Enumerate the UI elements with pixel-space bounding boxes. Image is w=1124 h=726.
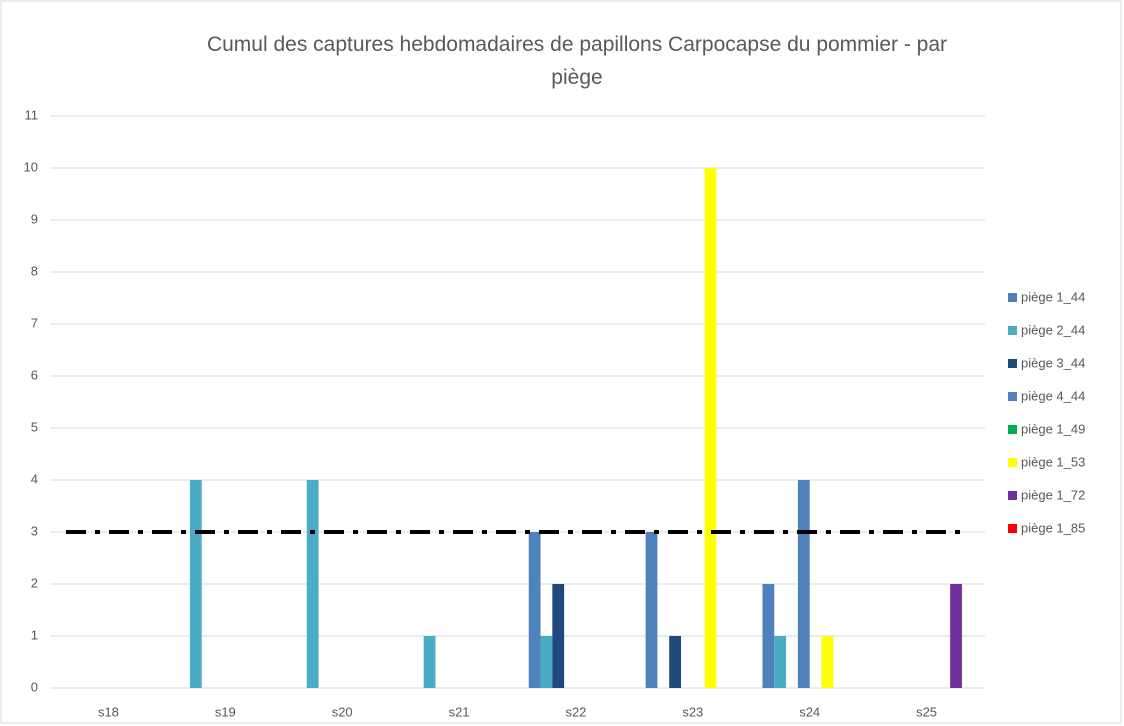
- legend-swatch: [1008, 359, 1017, 368]
- legend-swatch: [1008, 392, 1017, 401]
- bar: [821, 636, 834, 688]
- bar: [762, 584, 775, 688]
- legend-label: piège 1_85: [1021, 520, 1085, 535]
- bar: [645, 532, 658, 688]
- legend-label: piège 1_49: [1021, 421, 1085, 436]
- x-tick-label: s24: [799, 704, 820, 719]
- legend-label: piège 1_44: [1021, 289, 1085, 304]
- y-tick-label: 6: [31, 367, 38, 382]
- bar: [528, 532, 541, 688]
- y-tick-label: 4: [31, 471, 38, 486]
- y-tick-label: 11: [25, 107, 39, 122]
- legend-swatch: [1008, 458, 1017, 467]
- legend-label: piège 1_53: [1021, 454, 1085, 469]
- bar: [189, 480, 202, 688]
- legend-swatch: [1008, 425, 1017, 434]
- x-tick-label: s18: [98, 704, 119, 719]
- bar: [552, 584, 565, 688]
- bar: [423, 636, 436, 688]
- y-tick-label: 9: [31, 211, 38, 226]
- legend-label: piège 2_44: [1021, 322, 1085, 337]
- bar: [669, 636, 682, 688]
- legend-label: piège 3_44: [1021, 355, 1085, 370]
- legend-swatch: [1008, 293, 1017, 302]
- legend-label: piège 4_44: [1021, 388, 1085, 403]
- y-tick-label: 7: [31, 315, 38, 330]
- y-tick-label: 8: [31, 263, 38, 278]
- x-tick-label: s19: [215, 704, 236, 719]
- x-tick-label: s23: [682, 704, 703, 719]
- bar: [704, 168, 717, 688]
- legend-swatch: [1008, 326, 1017, 335]
- bar: [774, 636, 787, 688]
- y-tick-label: 1: [31, 627, 38, 642]
- y-tick-label: 3: [31, 523, 38, 538]
- x-tick-label: s21: [449, 704, 470, 719]
- bar: [797, 480, 810, 688]
- y-tick-label: 10: [24, 159, 38, 174]
- y-tick-label: 0: [31, 679, 38, 694]
- legend-label: piège 1_72: [1021, 487, 1085, 502]
- x-tick-label: s25: [916, 704, 937, 719]
- legend-swatch: [1008, 524, 1017, 533]
- y-tick-label: 5: [31, 419, 38, 434]
- x-tick-label: s20: [332, 704, 353, 719]
- x-tick-label: s22: [565, 704, 586, 719]
- bar: [540, 636, 553, 688]
- chart-title: Cumul des captures hebdomadaires de papi…: [206, 33, 948, 89]
- legend-swatch: [1008, 491, 1017, 500]
- bar: [950, 584, 962, 688]
- bar: [306, 480, 319, 688]
- y-tick-label: 2: [31, 575, 38, 590]
